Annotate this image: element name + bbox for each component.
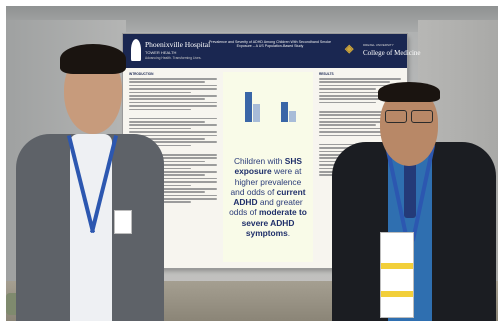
- chart-bar: [289, 111, 296, 122]
- university-name: College of Medicine: [363, 49, 421, 57]
- key-finding-panel: Children with SHS exposure were at highe…: [223, 72, 313, 262]
- conference-photo: Phoenixville Hospital TOWER HEALTH Advan…: [6, 6, 498, 321]
- hospital-name: Phoenixville Hospital: [145, 40, 211, 49]
- key-finding-text: Children with SHS exposure were at highe…: [229, 156, 307, 239]
- badge-ribbon: [381, 263, 413, 269]
- hospital-tagline: Advancing Health. Transforming Lives.: [145, 56, 202, 60]
- chart-bar: [245, 92, 252, 122]
- right-section-title: RESULTS: [319, 72, 334, 76]
- hospital-subname: TOWER HEALTH: [145, 50, 177, 55]
- person-right: [326, 6, 498, 321]
- university-top-label: DREXEL UNIVERSITY: [363, 43, 394, 47]
- glasses-icon: [411, 110, 433, 123]
- hospital-logo-icon: [131, 39, 141, 61]
- chart-bar: [281, 102, 288, 122]
- person-left: [6, 6, 176, 321]
- bar-chart: [233, 88, 305, 122]
- poster-title: Prevalence and Severity of ADHD Among Ch…: [208, 40, 332, 49]
- chart-bar: [253, 104, 260, 122]
- poster-header: Phoenixville Hospital TOWER HEALTH Advan…: [123, 34, 421, 68]
- glasses-icon: [385, 110, 407, 123]
- badge-ribbon: [381, 291, 413, 297]
- tie-right: [404, 158, 416, 218]
- name-badge-left: [114, 210, 132, 234]
- left-column-text: [129, 78, 217, 204]
- hair-left: [60, 44, 126, 74]
- hair-right: [378, 82, 440, 102]
- university-logo-icon: ◈: [345, 43, 354, 55]
- name-badge-right: [380, 232, 414, 318]
- poster-left-column: INTRODUCTION: [129, 72, 217, 205]
- left-section-title: INTRODUCTION: [129, 72, 154, 76]
